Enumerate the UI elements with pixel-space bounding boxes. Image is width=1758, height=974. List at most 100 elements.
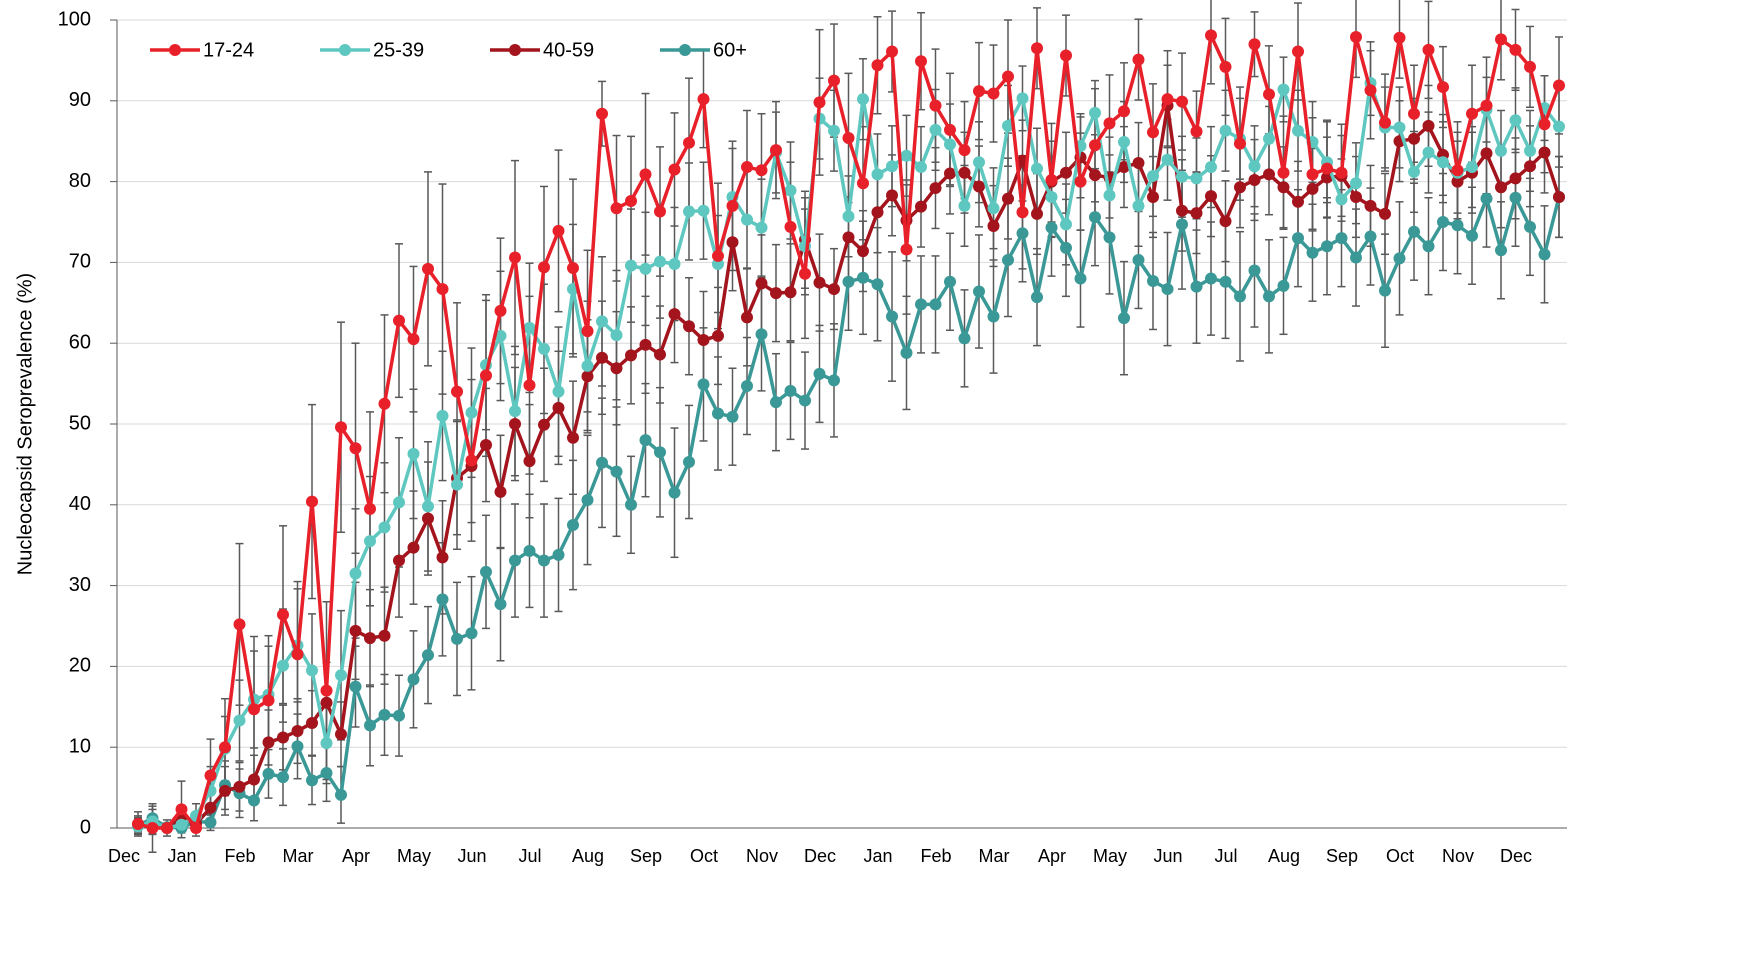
y-tick-label: 10 xyxy=(69,735,91,757)
x-tick-label: Mar xyxy=(283,846,314,866)
data-point xyxy=(581,325,594,338)
data-point xyxy=(1393,31,1406,44)
data-point xyxy=(1060,218,1072,231)
data-point xyxy=(451,385,463,398)
data-point xyxy=(1509,114,1522,127)
data-point xyxy=(422,500,434,513)
data-point xyxy=(1219,124,1232,137)
data-point xyxy=(1524,220,1536,233)
data-point xyxy=(378,397,391,410)
data-point xyxy=(1161,153,1174,166)
data-point xyxy=(1553,79,1565,92)
data-point xyxy=(1553,190,1565,203)
data-point xyxy=(1103,117,1116,130)
data-point xyxy=(262,736,275,749)
y-tick-label: 100 xyxy=(58,8,91,30)
data-point xyxy=(610,362,623,375)
data-point xyxy=(755,277,768,290)
data-point xyxy=(161,822,173,834)
data-point xyxy=(436,409,449,422)
data-point xyxy=(465,454,478,467)
data-point xyxy=(726,236,739,249)
x-tick-label: Jun xyxy=(1153,846,1182,866)
data-point xyxy=(755,221,768,234)
data-point xyxy=(784,286,797,299)
data-point xyxy=(1263,132,1275,145)
data-point xyxy=(465,406,478,419)
data-point xyxy=(407,673,420,686)
data-point xyxy=(1118,312,1130,325)
data-point xyxy=(175,803,188,816)
data-point xyxy=(915,298,927,311)
data-point xyxy=(1364,199,1377,212)
data-point xyxy=(610,465,623,478)
data-point xyxy=(1422,43,1435,56)
data-point xyxy=(1277,279,1290,292)
data-point xyxy=(857,271,869,284)
data-point xyxy=(1190,207,1203,220)
data-point xyxy=(770,144,782,157)
data-point xyxy=(973,285,985,298)
data-point xyxy=(596,351,608,364)
data-point xyxy=(828,124,840,137)
data-point xyxy=(1016,227,1029,240)
data-point xyxy=(958,199,971,212)
data-point xyxy=(799,267,811,280)
data-point xyxy=(726,410,739,423)
data-point xyxy=(654,348,666,361)
data-point xyxy=(1408,107,1420,120)
data-point xyxy=(741,213,753,226)
data-point xyxy=(610,202,623,215)
data-point xyxy=(407,333,420,346)
data-point xyxy=(552,224,565,237)
data-point xyxy=(480,439,492,452)
data-point xyxy=(1553,120,1565,133)
data-point xyxy=(1263,290,1275,303)
legend-label: 17-24 xyxy=(203,39,254,61)
data-point xyxy=(1205,161,1217,174)
data-point xyxy=(1002,70,1014,83)
data-point xyxy=(552,548,565,561)
data-point xyxy=(277,771,289,784)
data-point xyxy=(393,314,405,327)
data-point xyxy=(277,659,289,672)
data-point xyxy=(1161,93,1174,106)
data-point xyxy=(1147,274,1159,287)
data-point xyxy=(1002,253,1014,266)
data-point xyxy=(958,144,971,157)
data-point xyxy=(1408,225,1420,238)
data-point xyxy=(349,567,362,580)
data-point xyxy=(1379,116,1391,129)
data-point xyxy=(1045,173,1058,186)
data-point xyxy=(755,164,768,177)
data-point xyxy=(784,384,797,397)
y-tick-label: 80 xyxy=(69,170,91,192)
data-point xyxy=(726,199,739,212)
data-point xyxy=(1321,162,1333,175)
data-point xyxy=(262,767,275,780)
data-point xyxy=(248,703,260,716)
data-point xyxy=(973,85,985,98)
data-point xyxy=(436,551,449,564)
legend-marker xyxy=(679,44,691,56)
data-point xyxy=(1422,240,1435,253)
data-point xyxy=(755,328,768,341)
data-point xyxy=(494,485,507,498)
data-point xyxy=(378,708,391,721)
data-point xyxy=(639,338,652,351)
data-point xyxy=(538,418,550,431)
data-point xyxy=(1132,199,1145,212)
data-point xyxy=(784,220,797,233)
data-point xyxy=(306,664,318,677)
data-point xyxy=(233,714,246,727)
y-tick-label: 0 xyxy=(80,816,91,838)
data-point xyxy=(828,374,840,387)
data-point xyxy=(306,716,318,729)
data-point xyxy=(248,794,260,807)
data-point xyxy=(625,259,637,272)
data-point xyxy=(552,401,565,414)
data-point xyxy=(654,446,666,459)
data-point xyxy=(915,55,927,68)
legend-label: 60+ xyxy=(713,39,747,61)
data-point xyxy=(915,200,927,213)
